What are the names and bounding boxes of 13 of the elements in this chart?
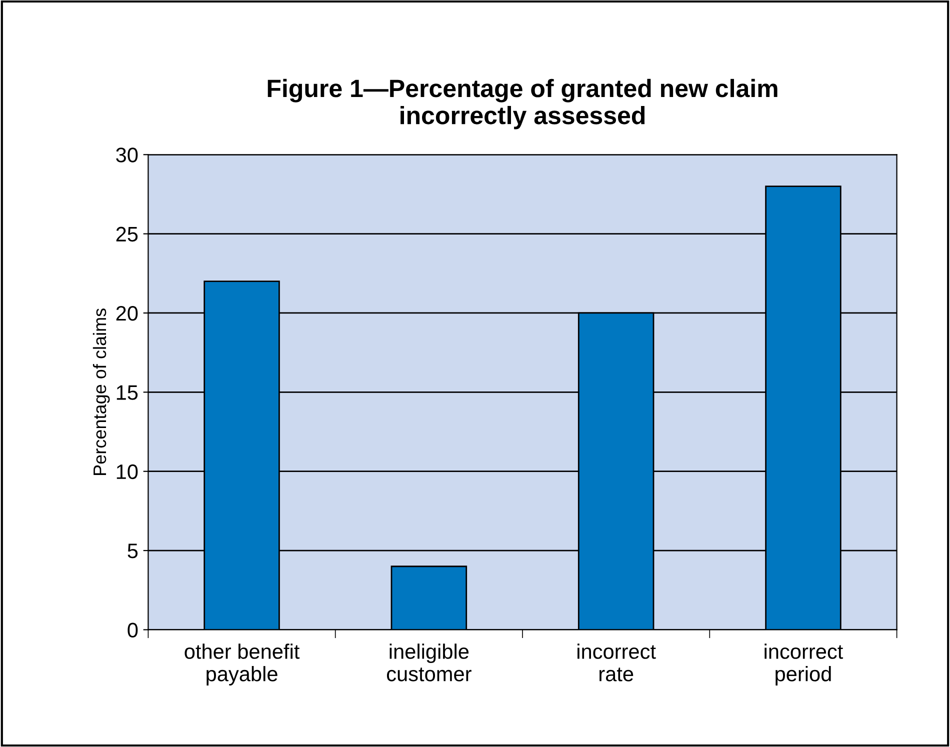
y-tick-label: 30 bbox=[116, 148, 138, 162]
y-tick-label: 20 bbox=[116, 306, 138, 321]
x-tick-label: incorrect period bbox=[764, 644, 844, 686]
y-axis-title: Percentage of claims bbox=[92, 308, 110, 475]
x-tick-label: ineligible customer bbox=[386, 644, 472, 682]
y-tick-label: 0 bbox=[128, 622, 138, 638]
y-tick-label: 10 bbox=[116, 464, 138, 480]
chart-title: Figure 1—Percentage of granted new claim incorrectly assessed bbox=[268, 78, 778, 130]
x-tick-label: incorrect rate bbox=[578, 644, 656, 682]
y-tick-label: 25 bbox=[116, 226, 138, 242]
x-tick-label: other benefit payable bbox=[184, 644, 300, 686]
y-tick-label: 5 bbox=[128, 544, 138, 558]
y-tick-label: 15 bbox=[116, 385, 138, 400]
